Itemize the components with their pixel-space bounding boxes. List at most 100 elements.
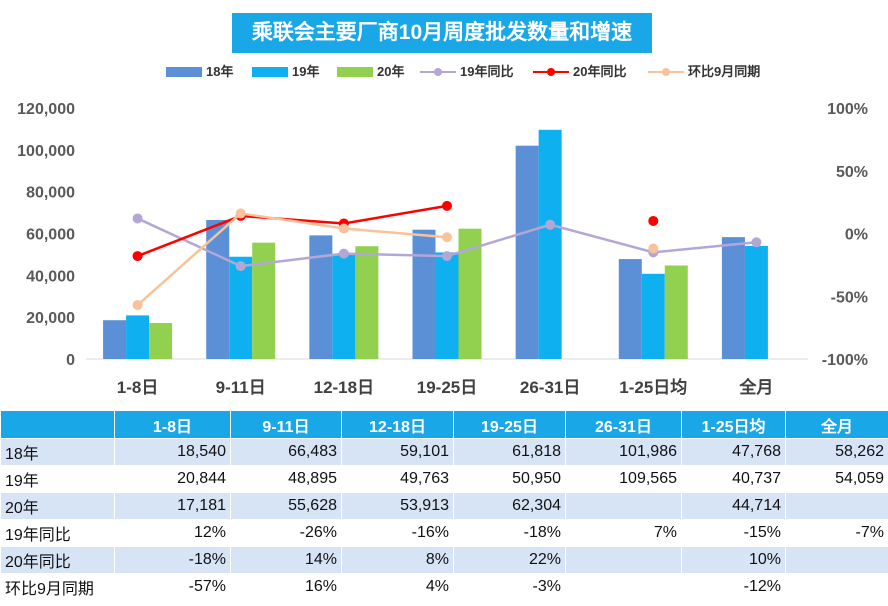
- line-point: [235, 261, 246, 272]
- table-cell: -18%: [453, 519, 566, 547]
- table-cell: 16%: [230, 573, 342, 601]
- table-cell: 101,986: [565, 438, 682, 466]
- table-cell: 48,895: [230, 465, 342, 493]
- table-cell: [565, 573, 682, 601]
- chart-area: 乘联会主要厂商10月周度批发数量和增速 18年 19年 20年 19年同比 20…: [0, 13, 888, 397]
- table-cell: [785, 492, 888, 520]
- chart-plot: 0 20,000 40,000 60,000 80,000 100,000 120,000 -…: [17, 101, 868, 397]
- x-tick-label: 19-25日: [417, 378, 477, 397]
- table-cell: 18,540: [114, 438, 231, 466]
- legend-label: 20年同比: [573, 64, 627, 79]
- bar: [744, 245, 768, 359]
- chart-title: 乘联会主要厂商10月周度批发数量和增速: [232, 13, 652, 53]
- table-header-cell: 9-11日: [230, 410, 342, 439]
- table-cell: 47,768: [681, 438, 786, 466]
- legend-swatch: [337, 67, 373, 77]
- table-cell: [565, 546, 682, 574]
- y-right-tick-label: 50%: [836, 164, 868, 181]
- table-row-label: 19年: [0, 465, 115, 493]
- bar: [664, 265, 688, 359]
- table-cell: 61,818: [453, 438, 566, 466]
- bar: [206, 219, 230, 359]
- y-left-tick-label: 40,000: [26, 268, 75, 285]
- table-cell: 22%: [453, 546, 566, 574]
- bar: [435, 252, 459, 359]
- bar: [538, 129, 562, 359]
- bar: [641, 273, 665, 359]
- bar: [721, 237, 745, 359]
- x-tick-label: 全月: [738, 377, 773, 397]
- table-cell: -18%: [114, 546, 231, 574]
- table-cell: 7%: [565, 519, 682, 547]
- x-tick-label: 1-25日均: [619, 377, 687, 397]
- table-row-label: 18年: [0, 438, 115, 466]
- table-cell: 49,763: [341, 465, 454, 493]
- series-line: [137, 204, 448, 258]
- table-cell: 12%: [114, 519, 231, 547]
- y-left-tick-label: 120,000: [17, 101, 75, 118]
- bar: [355, 246, 379, 359]
- table-cell: 53,913: [341, 492, 454, 520]
- table-header-row: 1-8日 9-11日 12-18日 19-25日 26-31日 1-25日均 全…: [0, 410, 888, 439]
- y-left-tick-label: 60,000: [26, 227, 75, 244]
- y-left-tick-label: 0: [66, 352, 75, 369]
- line-point: [442, 251, 452, 262]
- line-point: [751, 237, 762, 248]
- table-header-cell: 1-8日: [114, 410, 231, 439]
- x-tick-label: 1-8日: [117, 378, 159, 397]
- table-header-cell: 1-25日均: [681, 410, 786, 439]
- y-left-tick-label: 80,000: [26, 185, 75, 202]
- table-cell: -26%: [230, 519, 342, 547]
- table-cell: 20,844: [114, 465, 231, 493]
- table-cell: 109,565: [565, 465, 682, 493]
- line-point: [132, 300, 143, 311]
- bar: [149, 323, 173, 359]
- bar: [458, 228, 482, 359]
- table-header-cell: 全月: [785, 410, 888, 439]
- legend-label: 20年: [377, 64, 405, 79]
- table-cell: 40,737: [681, 465, 786, 493]
- table-row: 19年 20,844 48,895 49,763 50,950 109,565 40,737…: [0, 465, 888, 493]
- table-cell: 4%: [341, 573, 454, 601]
- table-cell: 54,059: [785, 465, 888, 493]
- bar: [618, 259, 642, 359]
- table-cell: 50,950: [453, 465, 566, 493]
- table-cell: 14%: [230, 546, 342, 574]
- table-cell: 8%: [341, 546, 454, 574]
- legend-marker: [547, 68, 555, 76]
- line-point: [338, 248, 349, 259]
- bar: [332, 254, 356, 359]
- chart-legend: 18年 19年 20年 19年同比 20年同比 环比9月同期: [0, 62, 888, 82]
- bar: [252, 242, 276, 359]
- table-cell: 55,628: [230, 492, 342, 520]
- line-point: [132, 213, 143, 224]
- y-right-tick-label: -50%: [831, 289, 868, 306]
- table-cell: [785, 573, 888, 601]
- table-cell: 17,181: [114, 492, 231, 520]
- series-line: [136, 212, 448, 306]
- table-cell: 10%: [681, 546, 786, 574]
- legend-marker: [434, 68, 442, 76]
- legend-label: 18年: [206, 64, 234, 79]
- table-cell: -3%: [453, 573, 566, 601]
- y-right-tick-label: 100%: [827, 101, 868, 118]
- line-point: [648, 243, 659, 254]
- table-row: 20年 17,181 55,628 53,913 62,304 44,714: [0, 492, 888, 520]
- table-row: 19年同比 12% -26% -16% -18% 7% -15% -7%: [0, 519, 888, 547]
- line-point: [132, 251, 143, 262]
- table-cell: -57%: [114, 573, 231, 601]
- bar: [126, 315, 150, 359]
- table-cell: [565, 492, 682, 520]
- table-header-cell: 12-18日: [341, 410, 454, 439]
- table-cell: -12%: [681, 573, 786, 601]
- table-row-label: 19年同比: [0, 519, 115, 547]
- table-cell: 62,304: [453, 492, 566, 520]
- table-row-label: 20年同比: [0, 546, 115, 574]
- y-left-tick-label: 20,000: [26, 310, 75, 327]
- legend-swatch: [252, 67, 288, 77]
- line-point: [442, 200, 452, 211]
- table-cell: -7%: [785, 519, 888, 547]
- table-cell: 59,101: [341, 438, 454, 466]
- table-header-cell: [0, 410, 115, 439]
- table-cell: 66,483: [230, 438, 342, 466]
